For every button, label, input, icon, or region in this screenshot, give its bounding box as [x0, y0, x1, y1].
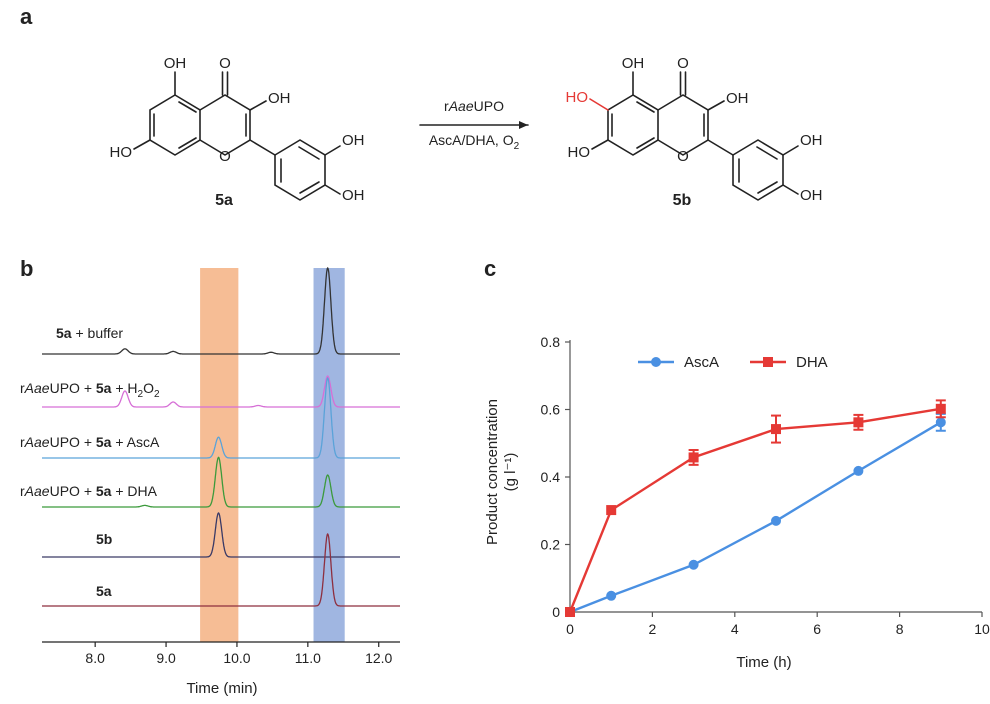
line-dha [568, 407, 941, 613]
reactant-carbonyl-o: O [219, 55, 231, 72]
product-7-oh: HO [568, 144, 591, 161]
kinetics-y-tick-label: 0.4 [541, 469, 561, 485]
kinetics-x-tick-label: 4 [731, 621, 739, 637]
compound-label-5a: 5a [215, 192, 233, 209]
trace-label-asca: rAaeUPO + 5a + AscA [20, 434, 160, 450]
point-asca [688, 559, 699, 570]
hplc-x-axis-title: Time (min) [186, 680, 257, 697]
point-dha [688, 452, 699, 463]
hplc-tick-label: 11.0 [295, 650, 321, 666]
kinetics-x-tick-label: 10 [974, 621, 990, 637]
product-carbonyl-o: O [677, 55, 689, 72]
reactant-3-oh: OH [268, 90, 291, 107]
kinetics-y-axis-unit: (g l⁻¹) [502, 453, 519, 492]
kinetics-y-tick-label: 0.2 [541, 537, 561, 553]
reactant-3prime-oh: OH [342, 132, 365, 149]
hplc-trace-2 [42, 375, 400, 408]
point-asca [606, 590, 617, 601]
point-asca [771, 515, 781, 526]
product-3-oh: OH [726, 90, 749, 107]
hplc-traces [42, 266, 400, 607]
hplc-trace-4 [42, 456, 400, 508]
substrate-retention-band [313, 268, 345, 642]
panel-label-c: c [484, 256, 497, 281]
reactant-structure [133, 71, 341, 201]
reactant-4prime-oh: OH [342, 187, 365, 204]
kinetics-axes: 0 0.2 0.4 0.6 0.8 0 2 4 6 8 10 [541, 334, 990, 637]
point-asca [935, 417, 946, 428]
trace-label-5a: 5a [96, 583, 112, 599]
hplc-trace-3 [42, 376, 400, 459]
conditions-label: AscA/DHA, O2 [429, 132, 520, 152]
point-asca [853, 465, 864, 476]
product-4prime-oh: OH [800, 187, 823, 204]
reactant-7-oh: HO [110, 144, 133, 161]
legend-label-dha: DHA [796, 354, 828, 371]
trace-label-h2o2: rAaeUPO + 5a + H2O2 [20, 380, 160, 400]
hplc-trace-6 [42, 533, 400, 607]
hplc-x-ticks: 8.0 9.0 10.0 11.0 12.0 [85, 642, 393, 666]
series-asca [565, 412, 946, 617]
point-dha [853, 417, 864, 428]
legend-marker-asca [651, 357, 661, 367]
reactant-5-oh: OH [164, 55, 187, 72]
kinetics-x-tick-label: 8 [896, 621, 904, 637]
legend-marker-dha [763, 357, 773, 367]
kinetics-y-tick-label: 0.6 [541, 402, 561, 418]
kinetics-x-tick-label: 0 [566, 621, 574, 637]
reactant-ring-o: O [219, 148, 231, 165]
trace-label-5b: 5b [96, 531, 112, 547]
compound-label-5b: 5b [673, 192, 692, 209]
kinetics-chart: 0 0.2 0.4 0.6 0.8 0 2 4 6 8 10 AscA DHA Time (h) Pr… [484, 334, 990, 671]
point-dha [606, 505, 617, 516]
kinetics-series [565, 399, 946, 617]
hplc-tick-label: 12.0 [365, 650, 392, 666]
kinetics-y-tick-label: 0.8 [541, 334, 561, 350]
enzyme-label: rAaeUPO [444, 98, 504, 114]
kinetics-x-tick-label: 6 [813, 621, 821, 637]
product-structure [589, 71, 799, 201]
product-3prime-oh: OH [800, 132, 823, 149]
kinetics-x-axis-title: Time (h) [736, 654, 791, 671]
kinetics-x-tick-label: 2 [649, 621, 657, 637]
panel-label-a: a [20, 4, 33, 29]
kinetics-y-tick-label: 0 [552, 604, 560, 620]
hplc-trace-5 [42, 512, 400, 558]
point-dha [565, 607, 575, 617]
point-dha [935, 403, 946, 414]
line-asca [569, 421, 942, 614]
trace-label-buffer: 5a + buffer [56, 325, 123, 341]
trace-label-dha: rAaeUPO + 5a + DHA [20, 483, 158, 499]
hplc-tick-label: 8.0 [85, 650, 105, 666]
series-dha [565, 399, 946, 617]
product-5-oh: OH [622, 55, 645, 72]
panel-label-b: b [20, 256, 34, 281]
hplc-tick-label: 9.0 [156, 650, 176, 666]
kinetics-legend: AscA DHA [638, 354, 828, 371]
product-6-oh-new: HO [566, 89, 589, 106]
arrow-head [519, 121, 528, 129]
legend-label-asca: AscA [684, 354, 719, 371]
product-retention-band [200, 268, 239, 642]
kinetics-y-axis-title: Product concentration [484, 399, 501, 545]
hplc-chromatogram: 8.0 9.0 10.0 11.0 12.0 5a + buffer rAaeUPO +… [20, 266, 400, 697]
hplc-tick-label: 10.0 [223, 650, 250, 666]
point-dha [771, 424, 781, 435]
product-ring-o: O [677, 148, 689, 165]
hplc-trace-1 [42, 266, 400, 355]
reaction-scheme: OH O OH HO O OH OH 5a OH O OH HO O OH OH… [110, 55, 823, 209]
